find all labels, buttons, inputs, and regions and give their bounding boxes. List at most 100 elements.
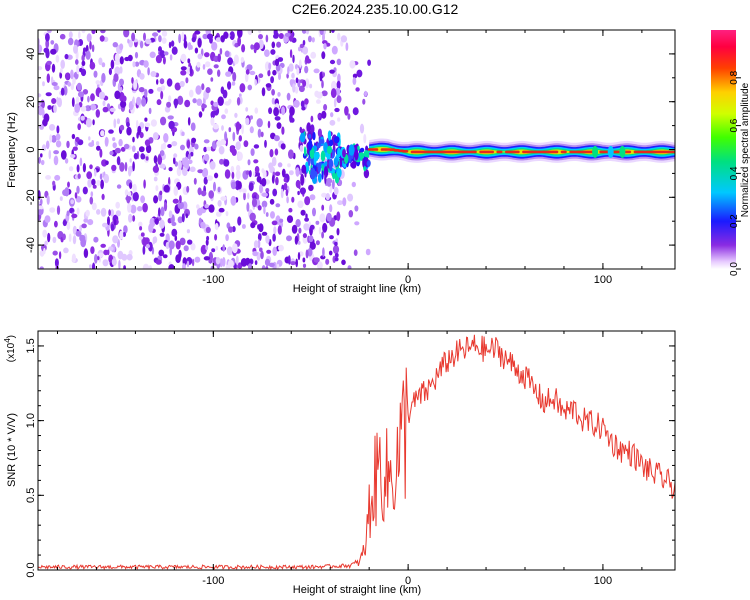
- spectrogram-noise-speckle: [80, 105, 87, 112]
- spectrogram-noise-speckle: [228, 98, 232, 104]
- spectrogram-noise-speckle: [362, 98, 366, 105]
- spectrogram-noise-speckle: [308, 235, 314, 243]
- spectrogram-noise-speckle: [77, 91, 85, 98]
- spectrogram-noise-speckle: [51, 98, 57, 104]
- spectrogram-noise-speckle: [119, 43, 124, 51]
- spectrogram-noise-speckle: [114, 53, 120, 63]
- spectrogram-noise-speckle: [322, 247, 325, 258]
- spectrogram-noise-speckle: [82, 163, 86, 173]
- spectrogram-noise-speckle: [180, 53, 187, 63]
- spectrogram-noise-speckle: [38, 44, 43, 54]
- spectrogram-noise-speckle: [187, 239, 193, 245]
- spectrogram-noise-speckle: [185, 160, 190, 170]
- snr-x-axis-label: Height of straight line (km): [293, 584, 421, 596]
- spectrogram-noise-speckle: [150, 71, 157, 77]
- spectrogram-noise-speckle: [221, 125, 224, 131]
- spectrogram-noise-speckle: [174, 235, 178, 242]
- spectrogram-noise-speckle: [190, 151, 194, 157]
- spectrogram-noise-speckle: [295, 258, 299, 268]
- spectrogram-noise-speckle: [132, 215, 136, 222]
- spectrogram-noise-speckle: [167, 144, 172, 148]
- spectrogram-noise-speckle: [90, 93, 95, 102]
- spectrogram-noise-speckle: [101, 62, 106, 68]
- spectrogram-transition-blob: [363, 150, 369, 158]
- spectrogram-noise-speckle: [156, 79, 159, 85]
- spectrogram-noise-speckle: [87, 178, 93, 188]
- spectrogram-noise-speckle: [265, 34, 269, 43]
- spectrogram-noise-speckle: [127, 38, 130, 44]
- spectrogram-noise-speckle: [156, 99, 162, 106]
- spectrogram-transition-blob: [307, 155, 311, 167]
- spectrogram-noise-speckle: [321, 231, 324, 239]
- spectrogram-noise-speckle: [301, 106, 306, 111]
- spectrogram-noise-speckle: [225, 71, 232, 77]
- spectrogram-noise-speckle: [143, 60, 149, 68]
- spectrogram-noise-speckle: [181, 31, 185, 41]
- spectrogram-noise-speckle: [136, 96, 142, 106]
- spectrogram-noise-speckle: [213, 181, 216, 192]
- spectrogram-noise-speckle: [204, 153, 210, 162]
- spectrogram-noise-speckle: [210, 117, 215, 126]
- spectrogram-noise-speckle: [186, 185, 190, 193]
- spectrogram-noise-speckle: [263, 206, 266, 215]
- spectrogram-noise-speckle: [145, 156, 149, 161]
- spectrogram-noise-speckle: [53, 150, 59, 155]
- spectrogram-noise-speckle: [64, 187, 70, 197]
- spectrogram-noise-speckle: [134, 61, 140, 67]
- spectrogram-noise-speckle: [259, 183, 263, 194]
- spectrogram-noise-speckle: [49, 124, 56, 131]
- spectrogram-noise-speckle: [337, 32, 341, 41]
- spectrogram-transition-blob: [313, 151, 320, 160]
- spectrogram-noise-speckle: [334, 253, 339, 258]
- spectrogram-noise-speckle: [112, 235, 119, 244]
- spectrogram-noise-speckle: [108, 246, 114, 251]
- spectrogram-noise-speckle: [308, 184, 314, 192]
- spectrogram-noise-speckle: [345, 42, 349, 51]
- spectrogram-noise-speckle: [254, 166, 260, 173]
- spectrogram-noise-speckle: [81, 223, 87, 229]
- spectrogram-noise-speckle: [333, 187, 339, 196]
- spectrogram-transition-blob: [362, 158, 365, 168]
- spectrogram-noise-speckle: [152, 165, 159, 173]
- spectrogram-transition-blob: [321, 170, 324, 180]
- spectrogram-noise-speckle: [60, 150, 67, 160]
- spectrogram-noise-speckle: [321, 110, 327, 119]
- spectrogram-noise-speckle: [289, 106, 295, 116]
- spectrogram-noise-speckle: [206, 146, 211, 151]
- spectrogram-noise-speckle: [150, 119, 157, 127]
- spectrogram-noise-speckle: [208, 204, 215, 213]
- spectrogram-noise-speckle: [245, 170, 250, 175]
- spectrogram-noise-speckle: [326, 212, 332, 222]
- spectrogram-noise-speckle: [160, 206, 165, 217]
- spectrogram-noise-speckle: [326, 182, 332, 187]
- spectrogram-noise-speckle: [217, 200, 222, 207]
- spectrogram-noise-speckle: [228, 226, 234, 233]
- spectrogram-noise-speckle: [40, 159, 45, 166]
- spectrogram-noise-speckle: [45, 39, 50, 49]
- spectrogram-noise-speckle: [63, 247, 69, 254]
- spectrogram-noise-speckle: [191, 36, 196, 43]
- spectrogram-noise-speckle: [326, 177, 333, 184]
- spectrogram-x-axis-label: Height of straight line (km): [293, 283, 421, 295]
- spectrogram-noise-speckle: [298, 85, 305, 93]
- spectrogram-noise-speckle: [98, 252, 104, 258]
- spectrogram-noise-speckle: [126, 121, 130, 128]
- spectrogram-noise-speckle: [159, 163, 166, 169]
- spectrogram-noise-speckle: [258, 73, 264, 78]
- spectrogram-noise-speckle: [196, 61, 201, 68]
- spectrogram-noise-speckle: [89, 61, 96, 70]
- spectrogram-noise-speckle: [230, 195, 237, 206]
- spectrogram-noise-speckle: [251, 197, 258, 208]
- spectrogram-noise-speckle: [298, 46, 302, 52]
- spectrogram-noise-speckle: [249, 70, 256, 76]
- spectrogram-noise-speckle: [286, 235, 292, 242]
- spectrogram-noise-speckle: [250, 222, 256, 229]
- spectrogram-noise-speckle: [287, 255, 291, 265]
- spectrogram-noise-speckle: [317, 128, 322, 138]
- spectrogram-noise-speckle: [86, 171, 93, 180]
- spectrogram-noise-speckle: [75, 96, 80, 105]
- snr-ticks: -100 0 100 0.0 0.5 1.0 1.5: [25, 331, 675, 587]
- spectrogram-noise-speckle: [364, 90, 368, 97]
- spectrogram-noise-speckle: [216, 140, 223, 147]
- spectrogram-transition-blob: [308, 133, 312, 139]
